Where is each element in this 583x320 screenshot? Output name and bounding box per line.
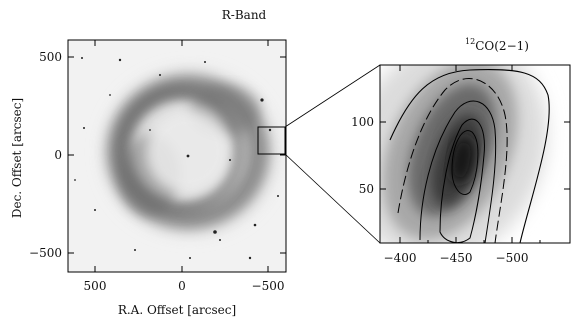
co-title-superscript: 12: [465, 37, 475, 46]
x-tick-label: −500: [252, 279, 285, 293]
co-y-tick-label: 100: [351, 115, 374, 129]
stars: [74, 57, 279, 260]
co-x-tick-label: −400: [384, 251, 417, 265]
co-title: 12CO(2−1): [465, 37, 529, 53]
y-tick-label: −500: [29, 246, 62, 260]
x-axis-label: R.A. Offset [arcsec]: [118, 303, 236, 317]
y-tick-label: 500: [39, 50, 62, 64]
zoom-connector-lines: [284, 64, 381, 244]
co-x-tick-label: −500: [496, 251, 529, 265]
r-band-frame: [67, 39, 287, 273]
x-tick-label: 0: [178, 279, 186, 293]
r-band-panel: R-Band: [10, 8, 287, 317]
co-x-tick-label: −450: [440, 251, 473, 265]
co-y-tick-label: 50: [359, 182, 374, 196]
x-tick-label: 500: [84, 279, 107, 293]
co-frame: [379, 64, 571, 244]
y-tick-label: 0: [54, 148, 62, 162]
co-title-main: CO(2−1): [475, 39, 529, 53]
r-band-title: R-Band: [222, 8, 267, 22]
zoom-region-box: [257, 126, 286, 155]
co-contours: [389, 69, 550, 243]
co-panel: 12CO(2−1) 100: [351, 37, 571, 265]
y-axis-label: Dec. Offset [arcsec]: [10, 98, 24, 218]
co-intensity-map: [380, 65, 550, 243]
r-band-ticks: [68, 40, 286, 272]
co-ticks: [380, 65, 570, 243]
